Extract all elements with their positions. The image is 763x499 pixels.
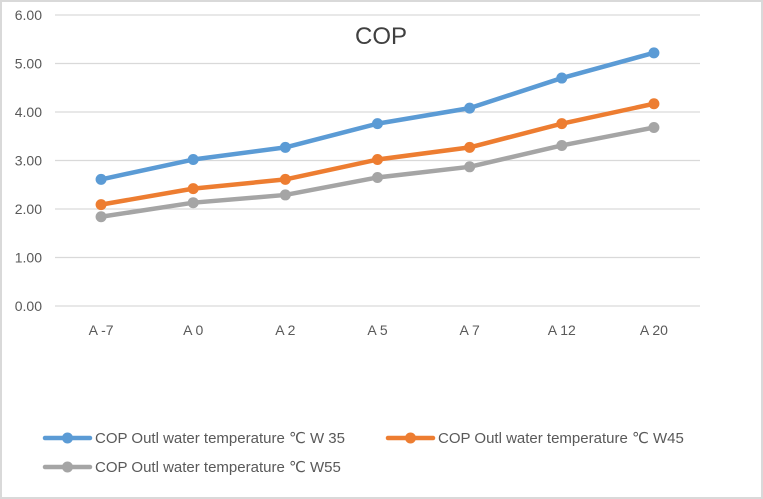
data-point [279, 189, 291, 201]
data-point [372, 171, 383, 183]
series-group [95, 47, 660, 223]
x-tick-label: A 7 [460, 322, 480, 338]
x-tick-label: A 2 [275, 322, 295, 338]
gridlines [55, 14, 700, 307]
data-point [187, 154, 199, 166]
data-point [95, 199, 107, 211]
data-point [464, 141, 476, 153]
data-point [279, 173, 291, 185]
data-point [648, 122, 660, 134]
y-tick-label: 3.00 [15, 153, 42, 169]
x-tick-label: A -7 [89, 322, 114, 338]
y-axis-ticks: 0.00 1.00 2.00 3.00 4.00 5.00 6.00 [15, 7, 42, 314]
x-tick-label: A 20 [640, 322, 668, 338]
series-1 [95, 47, 660, 185]
legend-marker-icon [62, 432, 73, 444]
y-tick-label: 1.00 [15, 250, 42, 266]
data-point [556, 72, 568, 84]
y-tick-label: 0.00 [15, 298, 42, 314]
data-point [95, 173, 107, 185]
data-point [648, 98, 660, 110]
data-point [464, 102, 476, 114]
data-point [556, 139, 568, 151]
data-point [95, 211, 107, 223]
series-3 [95, 122, 660, 223]
data-point [556, 118, 568, 130]
y-tick-label: 2.00 [15, 201, 42, 217]
data-point [648, 47, 660, 59]
chart-title: COP [355, 23, 407, 50]
legend-label: COP Outl water temperature ℃ W45 [438, 430, 684, 447]
y-tick-label: 5.00 [15, 56, 42, 72]
x-tick-label: A 12 [548, 322, 576, 338]
legend-item[interactable]: COP Outl water temperature ℃ W55 [42, 459, 341, 476]
legend-label: COP Outl water temperature ℃ W 35 [95, 430, 345, 447]
x-tick-label: A 5 [367, 322, 387, 338]
x-tick-label: A 0 [183, 322, 203, 338]
legend-label: COP Outl water temperature ℃ W55 [95, 459, 341, 476]
x-axis-ticks: A -7 A 0 A 2 A 5 A 7 A 12 A 20 [89, 322, 669, 338]
legend-marker-icon [405, 432, 416, 444]
data-point [187, 197, 199, 209]
data-point [279, 141, 291, 153]
data-point [372, 118, 383, 130]
data-point [187, 183, 199, 195]
y-tick-label: 6.00 [15, 7, 42, 23]
legend-item[interactable]: COP Outl water temperature ℃ W 35 [42, 430, 345, 447]
legend-marker-icon [62, 461, 73, 473]
y-tick-label: 4.00 [15, 104, 42, 120]
data-point [372, 154, 383, 166]
data-point [464, 161, 476, 173]
series-2 [95, 98, 660, 211]
legend: COP Outl water temperature ℃ W 35 COP Out… [42, 430, 684, 476]
legend-item[interactable]: COP Outl water temperature ℃ W45 [385, 430, 684, 447]
